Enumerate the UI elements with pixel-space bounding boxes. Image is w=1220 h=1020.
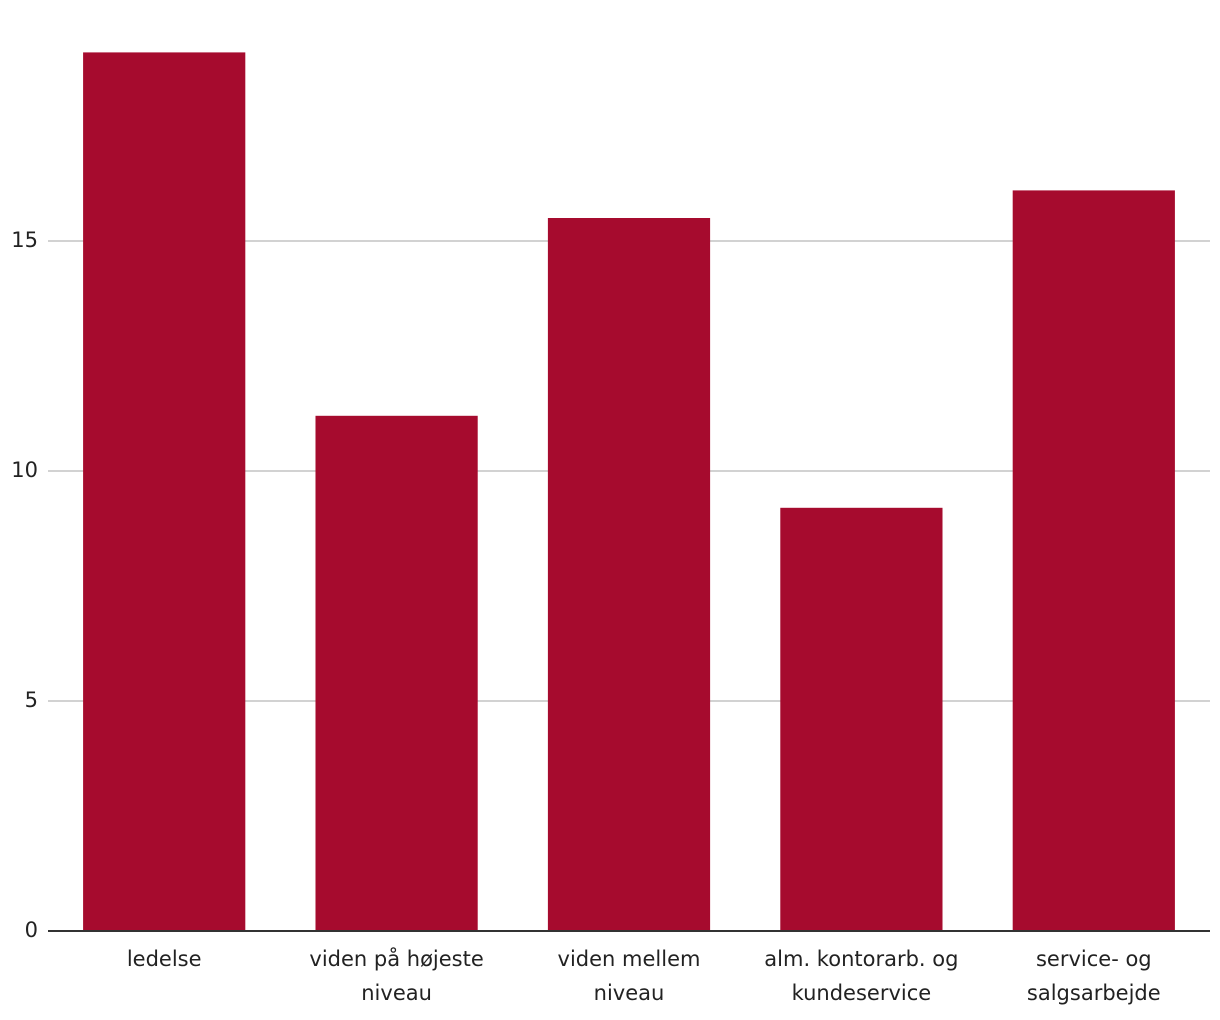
x-tick-label: alm. kontorarb. og kundeservice	[764, 947, 959, 1005]
x-tick-label: ledelse	[126, 947, 202, 971]
y-tick-label: 10	[11, 458, 38, 482]
bar	[547, 218, 711, 931]
bar	[780, 507, 943, 931]
x-tick-label: service- og salgsarbejde	[1026, 947, 1161, 1005]
x-tick-label: viden mellem niveau	[557, 947, 701, 1005]
x-tick-label: viden på højeste niveau	[309, 947, 484, 1005]
bar	[1012, 190, 1175, 931]
bar	[83, 52, 246, 931]
y-tick-label: 5	[25, 688, 38, 712]
y-tick-label: 15	[11, 228, 38, 252]
y-tick-label: 0	[25, 918, 38, 942]
bar	[315, 415, 478, 931]
